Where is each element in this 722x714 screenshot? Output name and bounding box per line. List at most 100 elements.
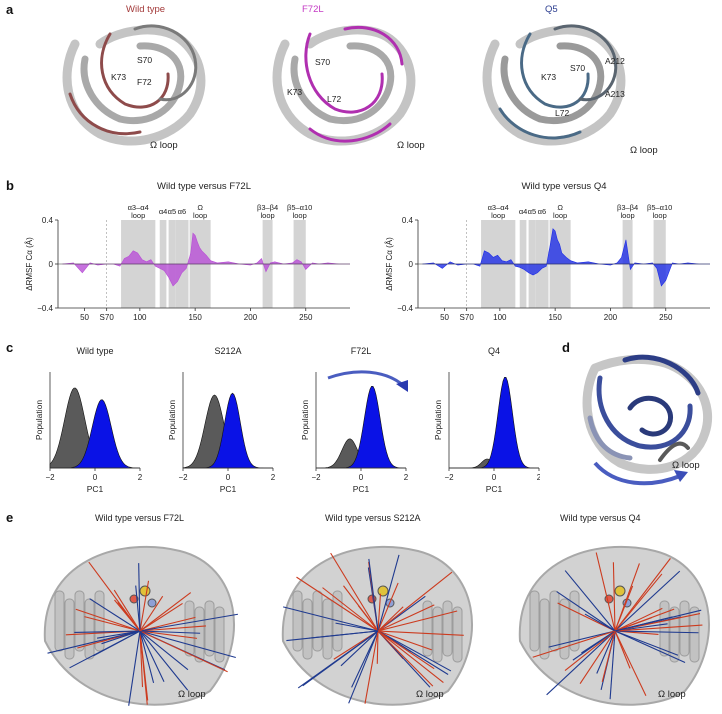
correlation-line <box>614 623 668 632</box>
b0-region-label: loop <box>261 211 275 220</box>
struct-a1-title: Wild type <box>126 4 166 15</box>
correlation-line <box>612 562 616 632</box>
b1-xtick-label: 200 <box>604 313 618 322</box>
b1-region-label: loop <box>621 211 635 220</box>
b0-xtick-label: 50 <box>80 313 89 322</box>
helix <box>54 590 65 652</box>
struct-e1-title: Wild type versus F72L <box>95 513 185 523</box>
correlation-line <box>139 630 236 659</box>
helix <box>74 590 85 652</box>
correlation-line <box>69 630 141 669</box>
correlation-line <box>614 617 652 632</box>
ligand-atom <box>147 598 157 608</box>
correlation-line <box>614 609 702 632</box>
correlation-line <box>139 602 183 632</box>
correlation-line <box>532 630 616 658</box>
c3-ylabel: Population <box>433 400 443 440</box>
b0-region-label: β5–α10 <box>287 203 312 212</box>
omega-loop-label: Ω loop <box>672 460 700 471</box>
correlation-line <box>308 630 379 639</box>
correlation-line <box>614 630 631 669</box>
b0-region-label: Ω <box>197 203 203 212</box>
b0-series-area <box>62 232 350 287</box>
b0-ytick-label: −0.4 <box>37 304 53 313</box>
b1-region-label: α3–α4 <box>488 203 509 212</box>
b1-region-label: β5–α10 <box>647 203 672 212</box>
protein-structure-f72l <box>272 25 416 146</box>
ligand-atom <box>139 585 151 597</box>
helix <box>84 598 95 660</box>
b1-ylabel: ΔRMSF Cα (Å) <box>385 237 394 291</box>
correlation-line <box>614 630 679 656</box>
c2-xtick-label: 0 <box>359 473 364 482</box>
transition-arrow <box>593 461 681 486</box>
panel-b-letter: b <box>6 178 14 193</box>
b1-xtick-label: 50 <box>440 313 449 322</box>
correlation-line <box>283 606 379 632</box>
c1-ylabel: Population <box>167 400 177 440</box>
helix <box>204 600 215 657</box>
correlation-line <box>546 630 616 696</box>
c0-xtick-label: −2 <box>45 473 55 482</box>
b0-ylabel: ΔRMSF Cα (Å) <box>25 237 34 291</box>
correlation-line <box>297 630 379 689</box>
correlation-structure-2 <box>518 545 710 706</box>
c0-xtick-label: 0 <box>93 473 98 482</box>
correlation-line <box>89 598 141 632</box>
b0-xtick-label: 100 <box>133 313 147 322</box>
b1-region-label: loop <box>653 211 667 220</box>
correlation-line <box>139 595 164 632</box>
c2-series-1 <box>316 386 406 469</box>
b0-region-label: loop <box>193 211 207 220</box>
residue-label: A213 <box>605 89 625 99</box>
correlation-line <box>377 630 434 687</box>
helix <box>422 600 433 657</box>
correlation-line <box>581 630 616 654</box>
helix <box>679 600 690 657</box>
correlation-line <box>96 630 141 639</box>
correlation-line <box>368 558 379 632</box>
struct-a2-title: F72L <box>302 4 324 15</box>
b1-region-label: α5 <box>528 207 537 216</box>
correlation-line <box>376 630 379 664</box>
residue-label: S70 <box>570 63 586 73</box>
correlation-line <box>377 571 453 632</box>
helix <box>529 590 540 652</box>
omega-loop-label: Ω loop <box>150 140 178 151</box>
panel-e-letter: e <box>6 510 14 525</box>
correlation-line <box>296 576 379 632</box>
residue-label: K73 <box>541 72 557 82</box>
panel-c-letter: c <box>6 340 14 355</box>
b1-ytick-label: 0.4 <box>402 216 414 225</box>
correlation-line <box>596 630 616 674</box>
c2-xtick-label: 2 <box>404 473 409 482</box>
b0-region-label: loop <box>293 211 307 220</box>
correlation-line <box>377 582 399 632</box>
correlation-line <box>351 630 379 688</box>
helix <box>442 600 453 657</box>
correlation-line <box>364 630 379 704</box>
residue-label: K73 <box>111 72 127 82</box>
b0-ytick-label: 0 <box>49 260 54 269</box>
b0-region-label: α3–α4 <box>128 203 149 212</box>
correlation-line <box>614 570 681 632</box>
correlation-line <box>614 563 640 632</box>
omega-loop-label: Ω loop <box>397 140 425 151</box>
residue-label: K73 <box>287 87 303 97</box>
b1-region-label: α4 <box>519 207 528 216</box>
helix <box>302 598 313 660</box>
correlation-line <box>322 587 379 632</box>
c2-shift-arrow <box>327 370 405 388</box>
c1-xtick-label: 2 <box>271 473 276 482</box>
correlation-line <box>75 608 141 632</box>
helix <box>539 598 550 660</box>
c3-xtick-label: −2 <box>444 473 454 482</box>
panel-d-structure <box>582 354 713 486</box>
correlation-line <box>377 630 432 651</box>
helix <box>689 606 700 663</box>
correlation-line <box>614 630 686 664</box>
correlation-line <box>579 630 616 685</box>
correlation-line <box>138 563 141 632</box>
omega-loop-label: Ω loop <box>630 145 658 156</box>
